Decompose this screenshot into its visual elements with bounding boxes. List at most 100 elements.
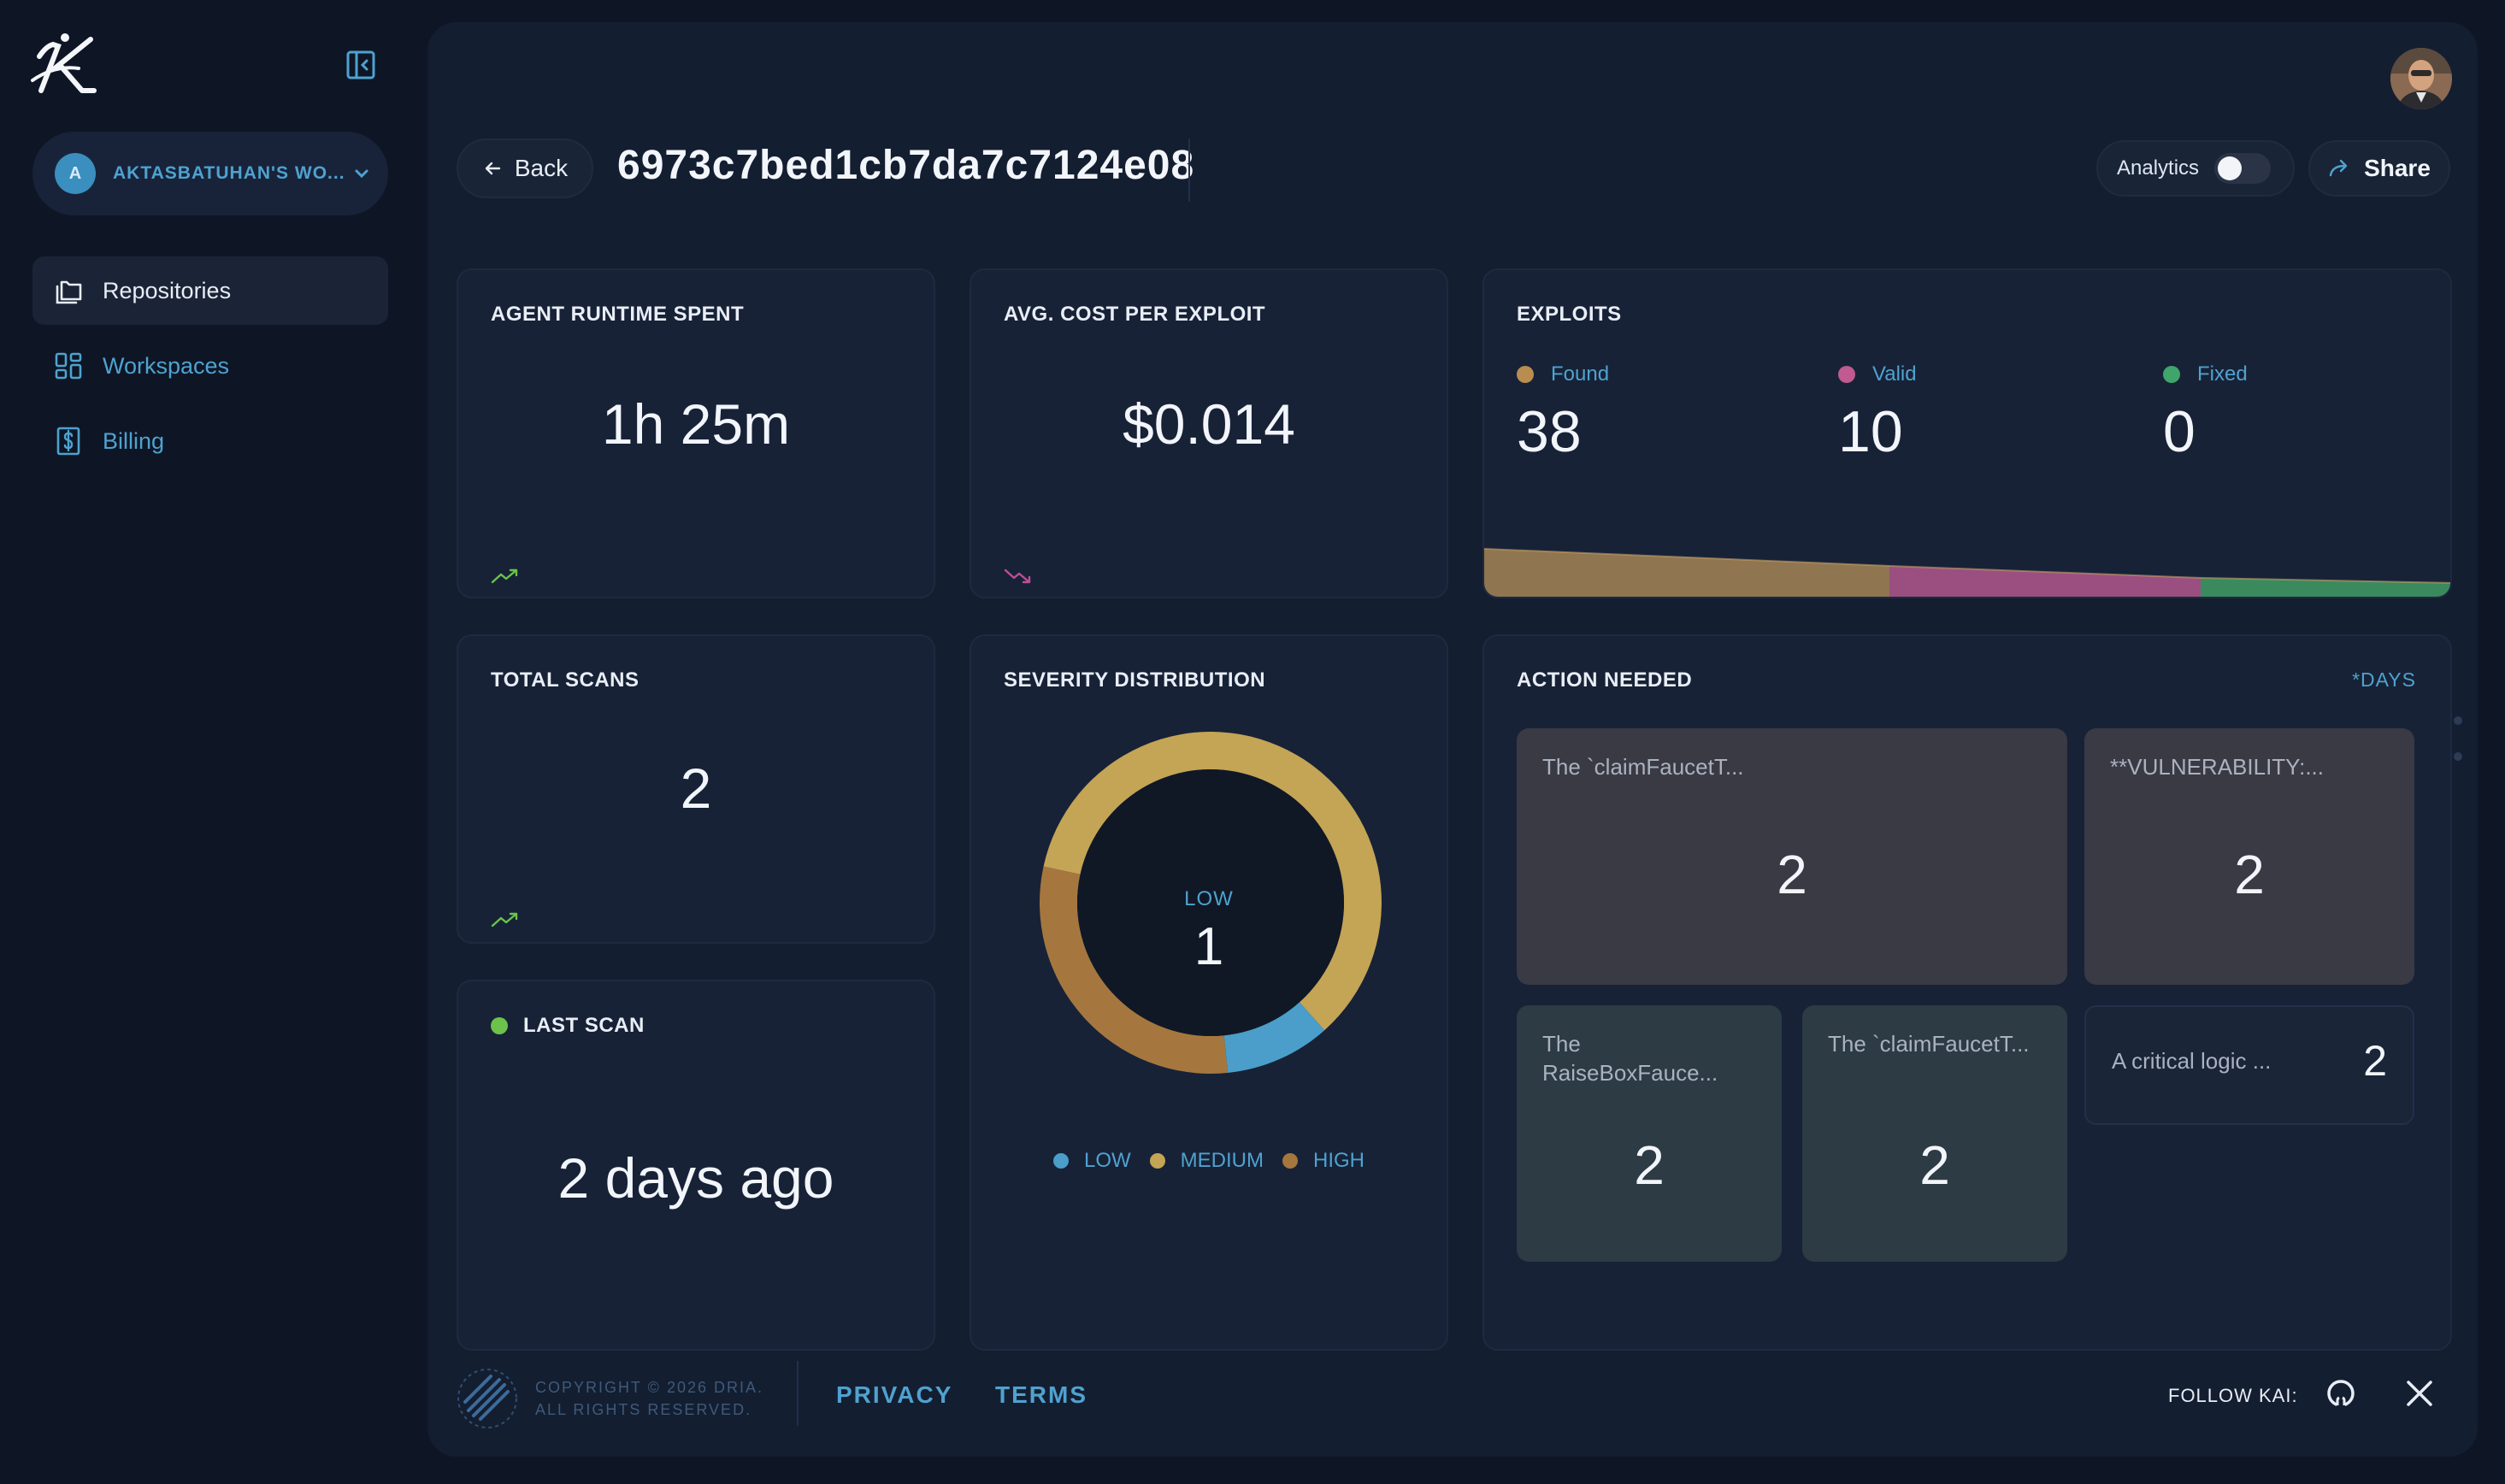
legend-label: LOW — [1084, 1149, 1131, 1172]
share-button[interactable]: Share — [2308, 140, 2450, 197]
severity-donut-chart — [1040, 732, 1382, 1074]
donut-slice-medium[interactable] — [1043, 732, 1382, 1031]
workspace-avatar: A — [55, 153, 96, 194]
severity-card: SEVERITY DISTRIBUTION LOW 1 LOW MEDIUM H… — [970, 634, 1448, 1351]
donut-slice-low[interactable] — [1223, 1002, 1325, 1073]
x-twitter-icon[interactable] — [2402, 1376, 2437, 1410]
workspace-selector[interactable]: A AKTASBATUHAN'S WO... — [32, 132, 388, 215]
title-divider — [1188, 138, 1190, 202]
sidebar-item-label: Workspaces — [103, 352, 230, 379]
copyright-text: COPYRIGHT © 2026 DRIA. ALL RIGHTS RESERV… — [535, 1376, 763, 1421]
found-dot — [1517, 366, 1534, 383]
last-scan-card: LAST SCAN 2 days ago — [457, 980, 935, 1351]
tile-value: 2 — [2363, 1037, 2387, 1085]
total-scans-card: TOTAL SCANS 2 — [457, 634, 935, 944]
stat-value: 10 — [1838, 399, 1903, 464]
donut-center-value: 1 — [1194, 917, 1224, 976]
trend-down-icon — [1004, 568, 1031, 584]
dollar-icon — [51, 424, 85, 458]
legend-label: MEDIUM — [1180, 1149, 1264, 1172]
card-title: ACTION NEEDED — [1517, 668, 1693, 692]
github-icon[interactable] — [2324, 1376, 2358, 1410]
card-title: TOTAL SCANS — [491, 668, 640, 692]
main-panel: Back 6973c7bed1cb7da7c7124e08 Analytics … — [427, 22, 2478, 1457]
toggle-knob — [2218, 156, 2243, 180]
copyright-line: COPYRIGHT © 2026 DRIA. — [535, 1379, 763, 1396]
chevron-down-icon — [355, 169, 368, 179]
folders-icon — [51, 274, 85, 308]
legend-label: HIGH — [1313, 1149, 1364, 1172]
follow-label: FOLLOW KAI: — [2168, 1385, 2298, 1406]
action-tile[interactable]: A critical logic ... 2 — [2084, 1005, 2414, 1125]
legend-dot — [1053, 1153, 1069, 1169]
action-needed-card: ACTION NEEDED *DAYS The `claimFaucetT...… — [1482, 634, 2452, 1351]
action-tile[interactable]: The RaiseBoxFauce... 2 — [1517, 1005, 1782, 1262]
stat-value: 0 — [2163, 399, 2196, 464]
grid-icon — [51, 349, 85, 383]
cost-value: $0.014 — [1123, 392, 1295, 456]
scans-value: 2 — [680, 757, 712, 820]
action-tile[interactable]: The `claimFaucetT... 2 — [1802, 1005, 2067, 1262]
exploit-stat-fixed: Fixed 0 — [2163, 362, 2248, 465]
tile-label: **VULNERABILITY:... — [2110, 754, 2324, 780]
back-button[interactable]: Back — [457, 138, 593, 198]
scroll-indicator[interactable] — [2454, 716, 2462, 725]
stat-label: Valid — [1872, 362, 1917, 386]
sidebar-nav: Repositories Workspaces — [32, 256, 388, 482]
analytics-toggle[interactable] — [2214, 153, 2272, 184]
legend-item-low: LOW — [1053, 1149, 1131, 1173]
card-title: AVG. COST PER EXPLOIT — [1004, 303, 1266, 326]
collapse-sidebar-icon[interactable] — [344, 48, 378, 82]
sidebar-item-workspaces[interactable]: Workspaces — [32, 332, 388, 400]
card-title: AGENT RUNTIME SPENT — [491, 303, 745, 326]
stat-label: Found — [1551, 362, 1610, 386]
card-title: SEVERITY DISTRIBUTION — [1004, 668, 1266, 692]
tile-label: The `claimFaucetT... — [1542, 754, 1744, 780]
days-sort-link[interactable]: *DAYS — [2352, 668, 2416, 691]
fixed-dot — [2163, 366, 2180, 383]
action-tile[interactable]: **VULNERABILITY:... 2 — [2084, 728, 2414, 985]
exploits-card: EXPLOITS Found 38 Valid 10 Fixed 0 — [1482, 268, 2452, 598]
legend-item-medium: MEDIUM — [1149, 1149, 1264, 1173]
sidebar-item-repositories[interactable]: Repositories — [32, 256, 388, 325]
terms-link[interactable]: TERMS — [995, 1381, 1087, 1408]
area-fixed — [2201, 578, 2450, 597]
share-label: Share — [2364, 155, 2431, 181]
sidebar-item-label: Repositories — [103, 277, 232, 303]
trend-up-icon — [491, 912, 518, 928]
card-title: LAST SCAN — [491, 1014, 645, 1038]
area-valid — [1889, 566, 2201, 597]
action-tile[interactable]: The `claimFaucetT... 2 — [1517, 728, 2067, 985]
donut-slice-high[interactable] — [1040, 866, 1229, 1074]
scroll-indicator[interactable] — [2454, 752, 2462, 761]
sidebar-item-billing[interactable]: Billing — [32, 407, 388, 475]
share-arrow-icon — [2329, 159, 2348, 177]
user-avatar[interactable] — [2390, 48, 2452, 109]
exploit-stat-valid: Valid 10 — [1838, 362, 1917, 465]
tile-value: 2 — [1634, 1134, 1665, 1196]
status-dot — [491, 1017, 508, 1034]
privacy-link[interactable]: PRIVACY — [836, 1381, 953, 1408]
donut-hole — [1077, 769, 1344, 1036]
dria-logo-icon — [457, 1369, 517, 1428]
tile-value: 2 — [1777, 844, 1807, 905]
footer-divider — [797, 1361, 799, 1426]
legend-item-high: HIGH — [1282, 1149, 1364, 1173]
copyright-line: ALL RIGHTS RESERVED. — [535, 1401, 752, 1418]
severity-legend: LOW MEDIUM HIGH — [971, 1149, 1447, 1173]
runtime-card: AGENT RUNTIME SPENT 1h 25m — [457, 268, 935, 598]
last-scan-value: 2 days ago — [557, 1146, 834, 1210]
area-found — [1484, 549, 1889, 597]
donut-center-label: LOW — [1184, 887, 1234, 910]
tile-label: The `claimFaucetT... — [1828, 1031, 2030, 1057]
card-title: EXPLOITS — [1517, 303, 1622, 326]
tile-value: 2 — [2234, 844, 2265, 905]
analytics-toggle-group[interactable]: Analytics — [2096, 140, 2295, 197]
analytics-label: Analytics — [2117, 156, 2200, 180]
legend-dot — [1149, 1153, 1165, 1169]
sidebar: A AKTASBATUHAN'S WO... Repositories — [0, 0, 419, 1484]
exploits-area-chart — [1484, 548, 2450, 597]
arrow-left-icon — [485, 162, 501, 175]
workspace-name: AKTASBATUHAN'S WO... — [113, 163, 344, 183]
kai-logo-icon[interactable] — [29, 31, 103, 96]
